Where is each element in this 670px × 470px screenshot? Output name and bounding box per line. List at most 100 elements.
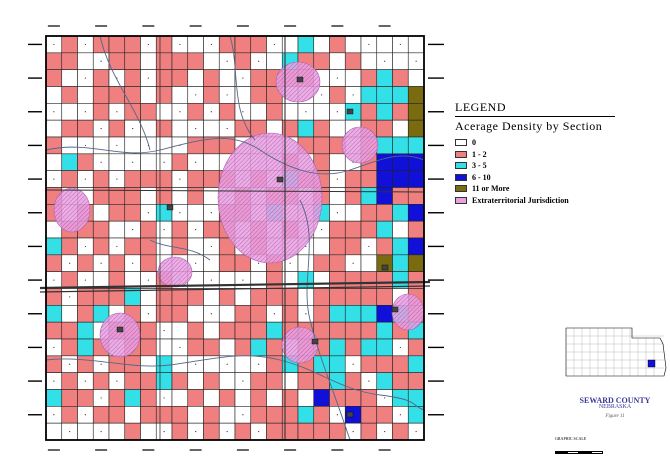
section-cell (171, 406, 189, 424)
section-cell (92, 35, 110, 54)
section-cell (155, 187, 173, 205)
section-cell (376, 170, 393, 188)
legend-label: Extraterritorial Jurisdiction (472, 195, 569, 205)
section-cell (376, 187, 393, 205)
section-dot (258, 60, 260, 62)
section-cell (407, 204, 425, 222)
section-cell (376, 136, 393, 155)
town-marker (311, 338, 319, 345)
section-cell (329, 321, 346, 340)
section-dot (210, 313, 212, 315)
section-cell (77, 338, 94, 357)
section-dot (210, 279, 212, 281)
section-cell (155, 86, 173, 104)
section-cell (218, 406, 236, 424)
section-cell (360, 86, 378, 104)
section-cell (61, 119, 78, 138)
section-cell (203, 321, 220, 340)
town-marker (346, 411, 354, 418)
section-cell (155, 305, 173, 323)
section-cell (329, 271, 346, 289)
section-cell (329, 254, 346, 272)
etj-hatch (100, 313, 140, 357)
section-cell (61, 372, 78, 390)
section-dot (116, 245, 118, 248)
section-cell (124, 52, 141, 70)
section-cell (250, 288, 267, 306)
section-cell (376, 35, 393, 54)
section-cell (329, 355, 346, 373)
section-cell (392, 69, 409, 87)
section-cell (171, 305, 189, 323)
section-dot (321, 94, 323, 96)
section-cell (392, 204, 409, 222)
section-cell (124, 136, 141, 155)
section-cell (92, 170, 110, 188)
county-title: SEWARD COUNTY (579, 396, 651, 405)
legend-swatch (455, 150, 467, 158)
section-cell (360, 220, 378, 239)
section-cell (266, 321, 283, 340)
section-cell (360, 69, 378, 87)
town-marker (296, 76, 304, 83)
section-cell (407, 220, 425, 239)
section-dot (53, 43, 55, 46)
section-cell (266, 288, 283, 306)
section-cell (266, 103, 283, 121)
section-cell (155, 170, 173, 188)
town-marker (276, 176, 284, 183)
section-cell (392, 422, 409, 441)
section-cell (297, 35, 315, 54)
section-cell (266, 406, 283, 424)
section-cell (250, 271, 267, 289)
section-dot (163, 430, 165, 433)
section-cell (124, 35, 141, 54)
section-cell (155, 372, 173, 390)
section-cell (203, 153, 220, 171)
section-cell (266, 52, 283, 70)
section-cell (61, 271, 78, 289)
section-cell (297, 119, 315, 138)
river-line (45, 355, 425, 411)
section-cell (376, 86, 393, 104)
section-dot (147, 77, 149, 79)
section-cell (376, 338, 393, 357)
section-cell (218, 69, 236, 87)
section-cell (360, 271, 378, 289)
town-marker (116, 326, 124, 333)
section-cell (218, 103, 236, 121)
section-dot (384, 430, 386, 433)
river-line (229, 35, 256, 141)
section-cell (92, 86, 110, 104)
section-cell (187, 204, 204, 222)
section-dot (163, 329, 165, 332)
section-cell (218, 254, 236, 272)
section-cell (376, 305, 393, 323)
section-cell (108, 389, 126, 407)
legend-swatch (455, 173, 467, 181)
etj-hatch (342, 127, 378, 163)
section-dot (336, 111, 338, 113)
section-cell (45, 237, 63, 256)
section-cell (61, 136, 78, 155)
section-cell (250, 372, 267, 390)
section-cell (108, 406, 126, 424)
section-dot (210, 212, 212, 214)
etj-hatch (218, 133, 322, 263)
legend-item: 0 (455, 137, 620, 149)
section-dot (352, 430, 354, 433)
section-dot (195, 161, 197, 163)
section-cell (61, 237, 78, 256)
section-cell (155, 119, 173, 138)
section-cell (77, 355, 94, 373)
section-dot (399, 414, 401, 416)
section-cell (124, 372, 141, 390)
section-cell (140, 52, 157, 70)
section-dot (53, 178, 55, 180)
section-cell (313, 288, 330, 306)
section-dot (336, 212, 338, 214)
section-cell (297, 372, 315, 390)
section-dot (84, 144, 86, 147)
section-dot (368, 43, 370, 46)
